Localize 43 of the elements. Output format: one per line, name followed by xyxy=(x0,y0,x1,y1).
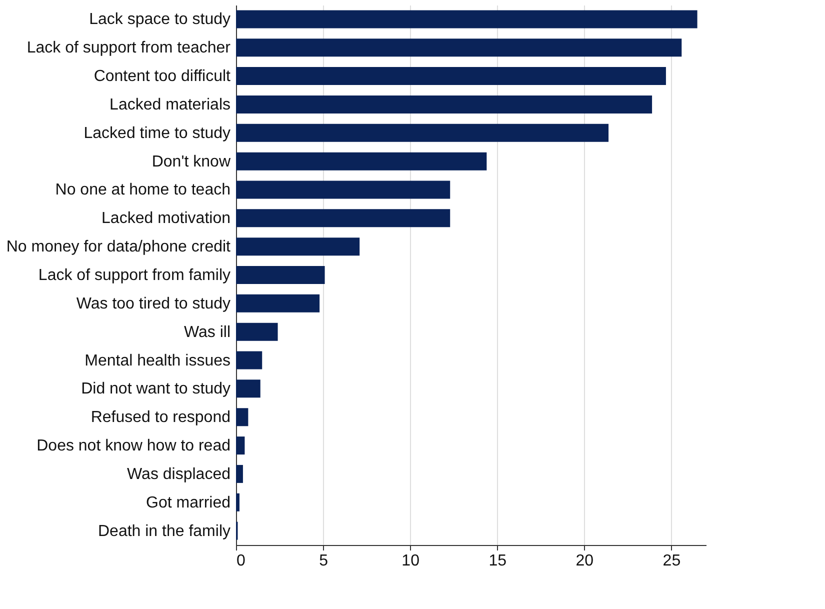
x-tick-label: 15 xyxy=(488,552,507,570)
bar xyxy=(236,464,243,483)
bar xyxy=(236,38,682,57)
bar xyxy=(236,294,320,312)
y-tick-label: Mental health issues xyxy=(84,352,230,370)
y-tick-label: Lacked motivation xyxy=(102,210,230,228)
x-tick-label: 20 xyxy=(576,552,594,570)
bar xyxy=(236,95,652,114)
x-tick-label: 0 xyxy=(236,552,246,570)
bar xyxy=(236,322,278,341)
bar xyxy=(236,10,698,28)
bar xyxy=(236,351,262,370)
bar xyxy=(236,209,450,228)
y-tick-label: Lack of support from teacher xyxy=(26,40,232,57)
bar xyxy=(236,380,260,398)
y-tick-label: Lack of support from family xyxy=(38,267,230,284)
bar xyxy=(236,180,450,199)
y-tick-label: Was displaced xyxy=(127,466,230,483)
bar xyxy=(236,124,609,142)
bar xyxy=(236,436,245,455)
y-tick-label: Was too tired to study xyxy=(76,295,230,312)
bar xyxy=(236,493,240,512)
x-tick-label: 5 xyxy=(319,552,328,570)
y-tick-label: Did not want to study xyxy=(81,380,230,398)
y-tick-label: Got married xyxy=(146,494,230,512)
y-tick-label: Content too difficult xyxy=(94,68,232,86)
y-tick-label: Don't know xyxy=(152,153,231,170)
y-tick-label: Lacked materials xyxy=(110,96,230,114)
y-tick-label: Does not know how to read xyxy=(36,438,230,455)
x-tick-label: 25 xyxy=(662,552,681,570)
bar xyxy=(236,238,360,256)
y-tick-label: Was ill xyxy=(184,324,230,341)
y-tick-label: Refused to respond xyxy=(90,409,230,426)
y-tick-label: Death in the family xyxy=(98,522,230,540)
bar xyxy=(236,152,487,170)
x-tick-label: 10 xyxy=(402,552,420,570)
bar xyxy=(236,266,325,284)
y-tick-label: No money for data/phone credit xyxy=(6,238,232,256)
y-tick-label: No one at home to teach xyxy=(55,182,230,199)
bar xyxy=(236,408,248,426)
y-tick-label: Lacked time to study xyxy=(84,124,230,142)
y-tick-label: Lack space to study xyxy=(89,11,230,28)
bar xyxy=(236,67,666,86)
